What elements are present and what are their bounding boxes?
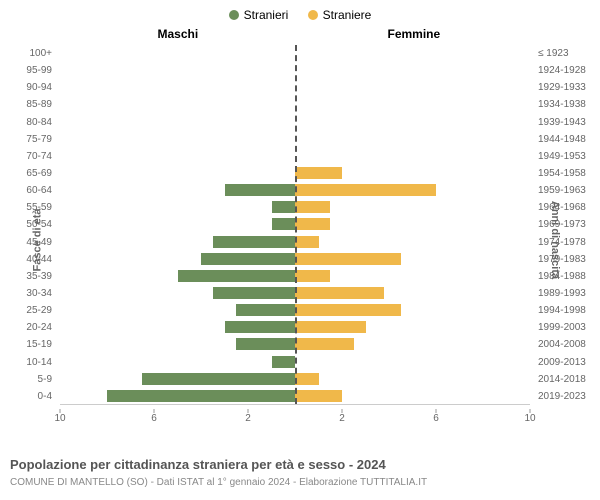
y-label-age: 15-19 xyxy=(0,336,52,353)
y-label-birth: 1984-1988 xyxy=(538,268,600,285)
y-label-birth: 1974-1978 xyxy=(538,234,600,251)
legend-dot-female xyxy=(308,10,318,20)
legend: Stranieri Straniere xyxy=(0,0,600,27)
bar-female xyxy=(295,184,436,196)
y-label-birth: 1999-2003 xyxy=(538,319,600,336)
bar-male xyxy=(225,184,296,196)
y-label-birth: 1959-1963 xyxy=(538,182,600,199)
y-label-age: 70-74 xyxy=(0,148,52,165)
bar-female xyxy=(295,270,330,282)
bar-male xyxy=(272,201,296,213)
y-label-birth: 2009-2013 xyxy=(538,354,600,371)
center-line xyxy=(295,45,297,404)
header-female: Femmine xyxy=(388,27,441,41)
header-male: Maschi xyxy=(158,27,199,41)
y-label-age: 55-59 xyxy=(0,199,52,216)
bar-male xyxy=(107,390,295,402)
y-label-age: 75-79 xyxy=(0,131,52,148)
legend-label-male: Stranieri xyxy=(244,8,289,22)
y-label-age: 65-69 xyxy=(0,165,52,182)
y-label-age: 100+ xyxy=(0,45,52,62)
y-label-age: 80-84 xyxy=(0,114,52,131)
y-label-birth: 1979-1983 xyxy=(538,251,600,268)
y-label-age: 95-99 xyxy=(0,62,52,79)
y-labels-age: 100+95-9990-9485-8980-8475-7970-7465-696… xyxy=(0,45,56,405)
bar-female xyxy=(295,201,330,213)
y-label-age: 45-49 xyxy=(0,234,52,251)
x-tickline xyxy=(342,409,343,413)
x-tick: 2 xyxy=(245,413,251,424)
y-label-birth: 1994-1998 xyxy=(538,302,600,319)
bar-male xyxy=(236,338,295,350)
chart-area: Fasce di età Anni di nascita 100+95-9990… xyxy=(0,45,600,435)
x-tickline xyxy=(248,409,249,413)
y-label-age: 35-39 xyxy=(0,268,52,285)
bar-female xyxy=(295,236,319,248)
y-label-birth: 1989-1993 xyxy=(538,285,600,302)
column-headers: Maschi Femmine xyxy=(0,27,600,45)
y-label-birth: 2019-2023 xyxy=(538,388,600,405)
legend-label-female: Straniere xyxy=(323,8,372,22)
y-label-birth: 1969-1973 xyxy=(538,216,600,233)
y-label-age: 85-89 xyxy=(0,96,52,113)
x-tick: 6 xyxy=(151,413,157,424)
bar-female xyxy=(295,253,401,265)
x-tickline xyxy=(154,409,155,413)
y-label-birth: 2014-2018 xyxy=(538,371,600,388)
x-tick: 6 xyxy=(433,413,439,424)
y-label-birth: 1924-1928 xyxy=(538,62,600,79)
y-label-age: 0-4 xyxy=(0,388,52,405)
y-label-age: 30-34 xyxy=(0,285,52,302)
bar-male xyxy=(178,270,296,282)
x-tickline xyxy=(436,409,437,413)
x-tick: 2 xyxy=(339,413,345,424)
bar-male xyxy=(201,253,295,265)
bar-female xyxy=(295,304,401,316)
y-label-age: 50-54 xyxy=(0,216,52,233)
y-labels-birth: ≤ 19231924-19281929-19331934-19381939-19… xyxy=(534,45,600,405)
y-label-age: 25-29 xyxy=(0,302,52,319)
bar-female xyxy=(295,167,342,179)
legend-item-male: Stranieri xyxy=(229,8,289,22)
y-label-age: 20-24 xyxy=(0,319,52,336)
y-label-age: 60-64 xyxy=(0,182,52,199)
x-tick: 10 xyxy=(54,413,65,424)
bar-male xyxy=(225,321,296,333)
x-tickline xyxy=(60,409,61,413)
y-label-birth: 1934-1938 xyxy=(538,96,600,113)
y-label-age: 40-44 xyxy=(0,251,52,268)
bar-female xyxy=(295,338,354,350)
y-label-birth: 1949-1953 xyxy=(538,148,600,165)
x-axis: 10622610 xyxy=(60,409,530,435)
bar-female xyxy=(295,390,342,402)
bar-female xyxy=(295,287,384,299)
y-label-age: 5-9 xyxy=(0,371,52,388)
bar-male xyxy=(236,304,295,316)
bar-female xyxy=(295,321,366,333)
chart-subtitle: COMUNE DI MANTELLO (SO) - Dati ISTAT al … xyxy=(10,477,427,488)
y-label-birth: 1939-1943 xyxy=(538,114,600,131)
y-label-birth: 1929-1933 xyxy=(538,79,600,96)
y-label-birth: 1964-1968 xyxy=(538,199,600,216)
bar-female xyxy=(295,218,330,230)
bar-male xyxy=(213,287,295,299)
x-tick: 10 xyxy=(524,413,535,424)
legend-dot-male xyxy=(229,10,239,20)
bar-male xyxy=(272,218,296,230)
y-label-birth: 1944-1948 xyxy=(538,131,600,148)
y-label-birth: 1954-1958 xyxy=(538,165,600,182)
x-tickline xyxy=(530,409,531,413)
legend-item-female: Straniere xyxy=(308,8,372,22)
y-label-age: 90-94 xyxy=(0,79,52,96)
y-label-birth: 2004-2008 xyxy=(538,336,600,353)
bar-male xyxy=(213,236,295,248)
bar-male xyxy=(272,356,296,368)
y-label-age: 10-14 xyxy=(0,354,52,371)
bar-female xyxy=(295,373,319,385)
chart-title: Popolazione per cittadinanza straniera p… xyxy=(10,457,386,472)
y-label-birth: ≤ 1923 xyxy=(538,45,600,62)
plot-area xyxy=(60,45,530,405)
bar-male xyxy=(142,373,295,385)
